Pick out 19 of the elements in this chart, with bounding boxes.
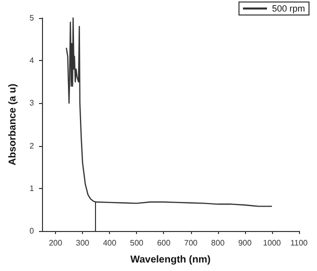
y-tick-label: 3 xyxy=(30,98,35,108)
x-tick-label: 400 xyxy=(102,238,117,248)
x-tick-label: 500 xyxy=(130,238,144,248)
y-tick-label: 1 xyxy=(30,184,35,193)
y-tick-label: 4 xyxy=(30,56,35,66)
x-tick-label: 600 xyxy=(157,238,171,248)
x-tick-label: 1100 xyxy=(290,238,308,248)
y-axis-title: Absorbance (a u) xyxy=(8,84,18,166)
x-tick-label: 800 xyxy=(211,238,226,248)
x-tick-label: 900 xyxy=(238,238,252,248)
x-tick-label: 1000 xyxy=(263,238,282,248)
x-axis-title: Wavelength (nm) xyxy=(130,254,211,266)
y-tick-label: 5 xyxy=(30,14,35,22)
x-tick-label: 300 xyxy=(76,238,90,248)
x-tick-label: 200 xyxy=(48,238,63,248)
y-tick-label: 0 xyxy=(30,226,35,236)
legend-label: 500 rpm xyxy=(272,4,306,14)
x-tick-label: 700 xyxy=(184,238,198,248)
y-tick-label: 2 xyxy=(30,141,35,150)
